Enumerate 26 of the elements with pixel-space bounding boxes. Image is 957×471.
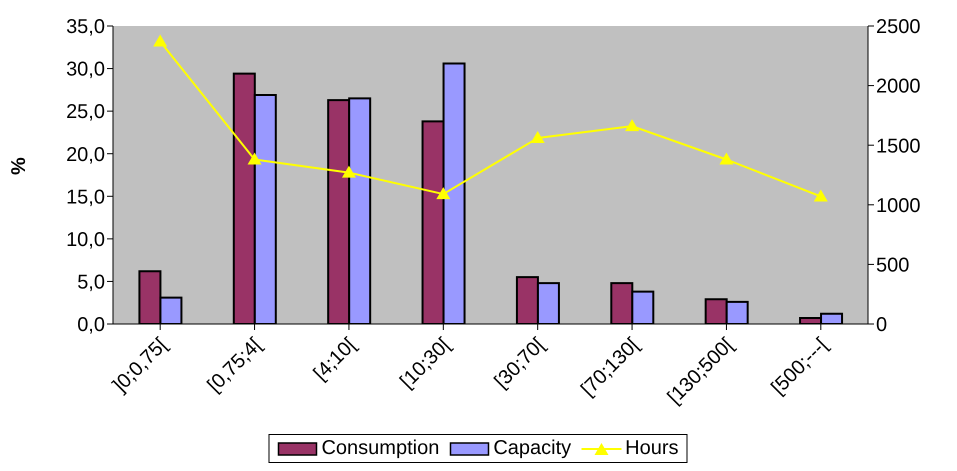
- y-tick-label: 10,0: [66, 228, 105, 251]
- legend-label: Capacity: [493, 437, 572, 460]
- point: [625, 119, 640, 132]
- point: [436, 187, 450, 200]
- y-tick-label: 5,0: [77, 272, 105, 294]
- y-axis-title: %: [8, 157, 30, 175]
- point: [153, 34, 168, 46]
- y2-tick-label: 1000: [876, 194, 920, 217]
- y2-tick-label: 2500: [876, 16, 920, 38]
- point: [814, 189, 828, 202]
- y-tick-label: 15,0: [66, 186, 105, 208]
- y2-tick-label: 2000: [876, 76, 920, 98]
- y-tick-label: 20,0: [66, 144, 105, 166]
- legend-label: Consumption: [321, 437, 440, 460]
- y-tick-label: 35,0: [66, 16, 105, 38]
- y2-tick-label: 0: [876, 314, 888, 336]
- point: [342, 166, 356, 178]
- y-tick-label: 0,0: [77, 314, 105, 336]
- point: [530, 131, 545, 144]
- point: [248, 152, 262, 165]
- legend-label: Hours: [625, 437, 679, 460]
- y-tick-label: 25,0: [66, 101, 105, 124]
- y-tick-label: 30,0: [66, 58, 105, 81]
- y2-tick-label: 500: [876, 254, 910, 276]
- y2-tick-label: 1500: [876, 135, 920, 158]
- point: [719, 152, 734, 165]
